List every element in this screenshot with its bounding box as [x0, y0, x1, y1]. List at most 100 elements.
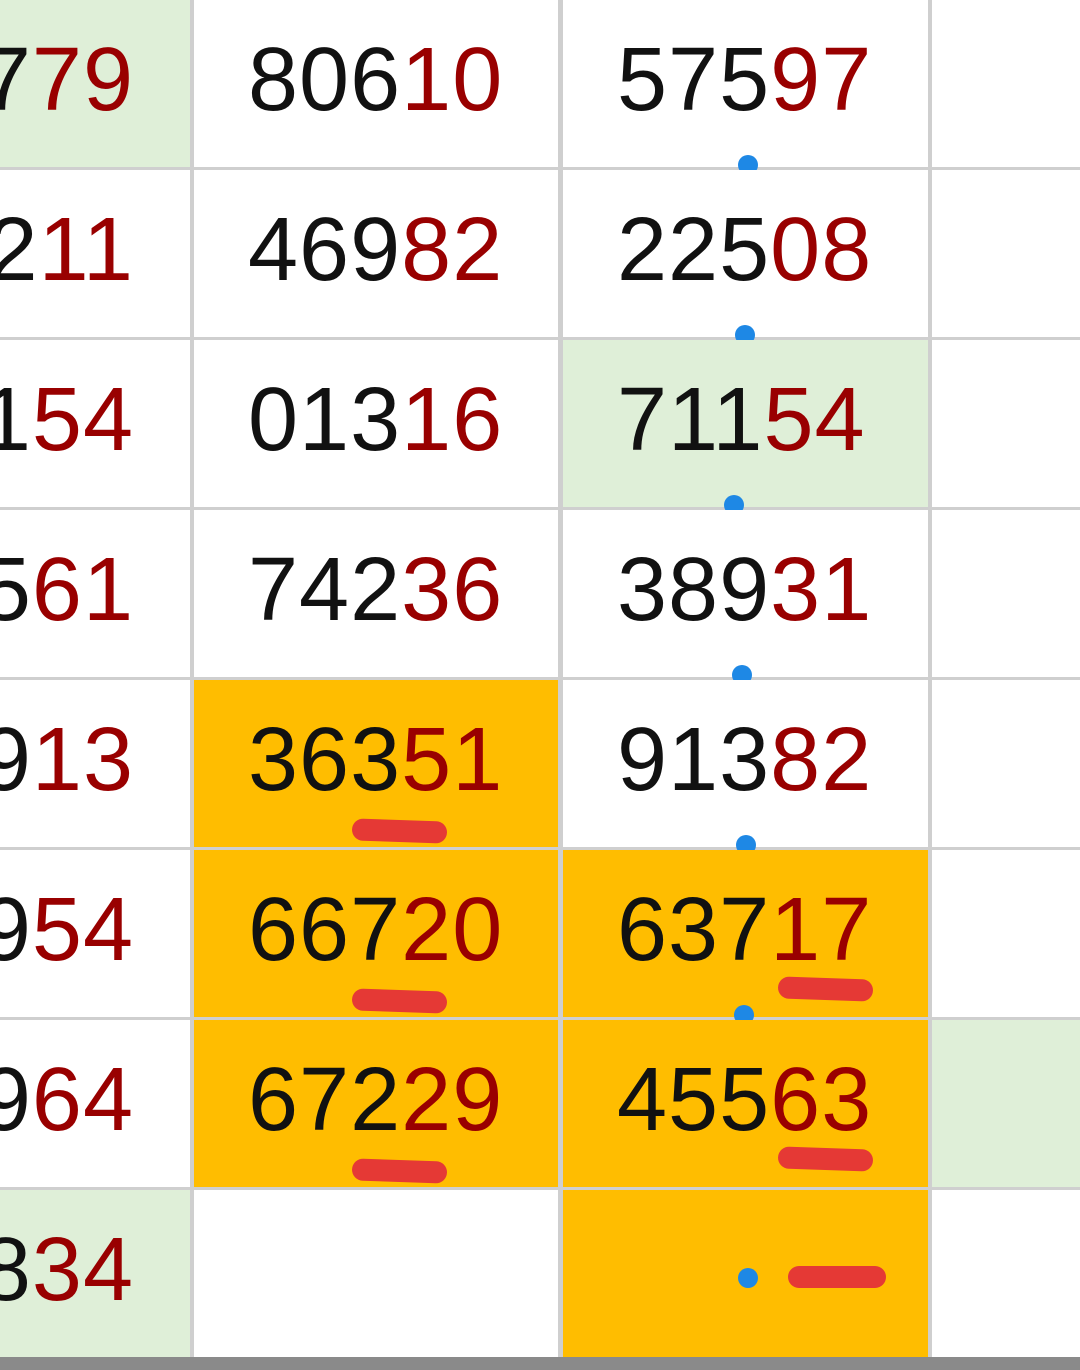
cell-value-black-digits: 711	[617, 370, 764, 470]
cell-value-red-digits: 82	[770, 710, 873, 810]
cell-value: 38931	[617, 540, 872, 640]
red-underline-mark	[777, 976, 874, 1002]
cell-value: 22508	[617, 200, 872, 300]
cell-value-black-digits: 637	[617, 880, 771, 980]
cell-value-black-digits: 5	[0, 540, 32, 640]
red-underline-mark	[777, 1146, 874, 1172]
cell-value-red-digits: 51	[401, 710, 504, 810]
cell-r6-c1[interactable]: 954	[0, 850, 190, 1017]
red-underline-mark	[351, 818, 448, 844]
cell-r1-c2[interactable]: 80610	[194, 0, 558, 167]
cell-r2-c3[interactable]: 22508	[563, 170, 928, 337]
cell-value-red-digits: 54	[31, 880, 134, 980]
cell-r3-c1[interactable]: 154	[0, 340, 190, 507]
cell-value: 57597	[617, 30, 872, 130]
cell-value: 63717	[617, 880, 872, 980]
cell-value: 834	[0, 1220, 134, 1320]
cell-r5-c3[interactable]: 91382	[563, 680, 928, 847]
cell-value-black-digits: 2	[0, 200, 39, 300]
cell-r2-c4[interactable]	[932, 170, 1080, 337]
cell-value-red-digits: 54	[31, 370, 134, 470]
cell-value-black-digits: 9	[0, 880, 32, 980]
cell-value: 80610	[248, 30, 503, 130]
cell-value-black-digits: 469	[248, 200, 402, 300]
cell-value: 561	[0, 540, 134, 640]
cell-r5-c1[interactable]: 913	[0, 680, 190, 847]
cell-value-black-digits: 672	[248, 1050, 402, 1150]
cell-value-red-digits: 82	[401, 200, 504, 300]
cell-value: 954	[0, 880, 134, 980]
cell-value: 913	[0, 710, 134, 810]
cell-value-red-digits: 20	[401, 880, 504, 980]
cell-value-black-digits: 225	[617, 200, 771, 300]
cell-value: 45563	[617, 1050, 872, 1150]
cell-r1-c1[interactable]: 779	[0, 0, 190, 167]
cell-r6-c2[interactable]: 66720	[194, 850, 558, 1017]
cell-value-red-digits: 61	[31, 540, 134, 640]
cell-value-red-digits: 16	[401, 370, 504, 470]
cell-value-red-digits: 54	[763, 370, 866, 470]
cell-value-black-digits: 667	[248, 880, 402, 980]
cell-value-black-digits: 8	[0, 1220, 32, 1320]
cell-r1-c3[interactable]: 57597	[563, 0, 928, 167]
cell-value-black-digits: 742	[248, 540, 402, 640]
cell-value-red-digits: 34	[31, 1220, 134, 1320]
cell-r7-c3[interactable]: 45563	[563, 1020, 928, 1187]
cell-value-black-digits: 1	[0, 370, 32, 470]
cell-value-black-digits: 913	[617, 710, 771, 810]
cell-value-black-digits: 013	[248, 370, 402, 470]
cell-r2-c2[interactable]: 46982	[194, 170, 558, 337]
cell-r6-c4[interactable]	[932, 850, 1080, 1017]
cell-value-red-digits: 36	[401, 540, 504, 640]
cell-value-red-digits: 63	[770, 1050, 873, 1150]
cell-r6-c3[interactable]: 63717	[563, 850, 928, 1017]
cell-value-black-digits: 9	[0, 1050, 32, 1150]
cell-r8-c4[interactable]	[932, 1190, 1080, 1357]
cell-value-red-digits: 29	[401, 1050, 504, 1150]
cell-value-black-digits: 389	[617, 540, 771, 640]
cell-value-red-digits: 08	[770, 200, 873, 300]
cell-value-black-digits: 7	[0, 30, 32, 130]
cell-value: 46982	[248, 200, 503, 300]
cell-r3-c3[interactable]: 71154	[563, 340, 928, 507]
cell-value: 66720	[248, 880, 503, 980]
cell-value: 91382	[617, 710, 872, 810]
cell-value: 211	[0, 200, 134, 300]
cell-r4-c1[interactable]: 561	[0, 510, 190, 677]
cell-r5-c4[interactable]	[932, 680, 1080, 847]
cell-r3-c4[interactable]	[932, 340, 1080, 507]
bottom-bar	[0, 1357, 1080, 1370]
cell-r4-c2[interactable]: 74236	[194, 510, 558, 677]
cell-value-black-digits: 9	[0, 710, 32, 810]
cell-r7-c2[interactable]: 67229	[194, 1020, 558, 1187]
cell-r8-c3[interactable]	[563, 1190, 928, 1357]
cell-r7-c4[interactable]	[932, 1020, 1080, 1187]
cell-value: 67229	[248, 1050, 503, 1150]
cell-r1-c4[interactable]	[932, 0, 1080, 167]
cell-value-red-digits: 13	[31, 710, 134, 810]
cell-value-red-digits: 79	[31, 30, 134, 130]
cell-r8-c1[interactable]: 834	[0, 1190, 190, 1357]
cell-r2-c1[interactable]: 211	[0, 170, 190, 337]
cell-r8-c2[interactable]	[194, 1190, 558, 1357]
cell-value-red-digits: 97	[770, 30, 873, 130]
cell-r3-c2[interactable]: 01316	[194, 340, 558, 507]
cell-value-red-digits: 64	[31, 1050, 134, 1150]
cell-r7-c1[interactable]: 964	[0, 1020, 190, 1187]
cell-value-red-digits: 31	[770, 540, 873, 640]
cell-r4-c3[interactable]: 38931	[563, 510, 928, 677]
cell-value-black-digits: 806	[248, 30, 402, 130]
cell-value: 964	[0, 1050, 134, 1150]
cell-value: 779	[0, 30, 134, 130]
cell-value-black-digits: 575	[617, 30, 771, 130]
red-underline-mark	[351, 1158, 448, 1184]
cell-value-red-digits: 17	[770, 880, 873, 980]
cell-value-black-digits: 363	[248, 710, 402, 810]
red-underline-mark	[351, 988, 448, 1014]
cell-r5-c2[interactable]: 36351	[194, 680, 558, 847]
cell-value: 36351	[248, 710, 503, 810]
cell-value: 01316	[248, 370, 503, 470]
cell-value-red-digits: 11	[38, 200, 134, 300]
cell-r4-c4[interactable]	[932, 510, 1080, 677]
